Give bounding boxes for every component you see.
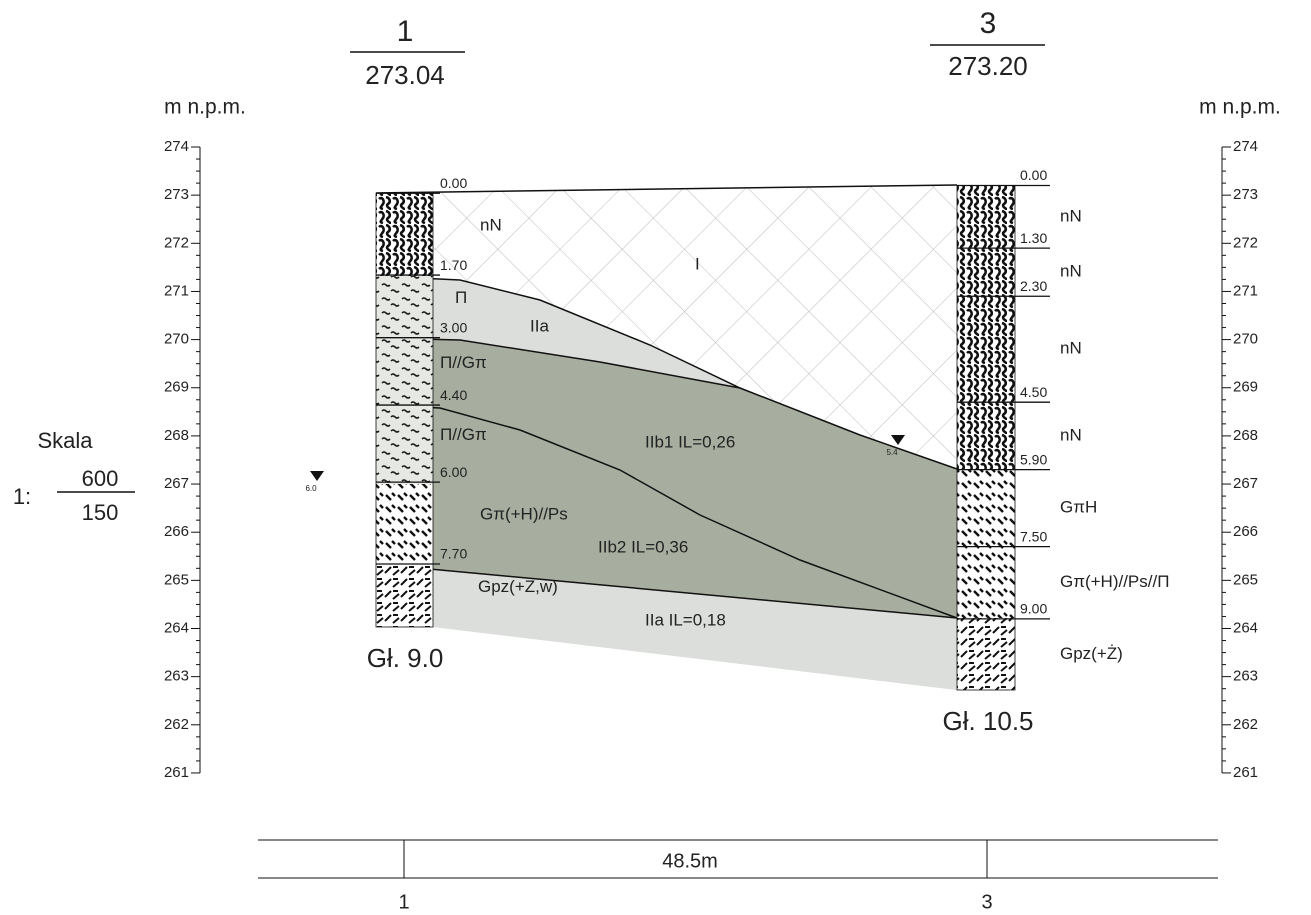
- water-table: [310, 471, 324, 481]
- boundary: [375, 275, 958, 470]
- soil-label: nN: [1060, 262, 1082, 281]
- depth-label: 5.90: [1020, 451, 1047, 467]
- layer-label: I: [695, 254, 700, 273]
- tick-label: 267: [1233, 475, 1258, 492]
- tick-label: 265: [1233, 571, 1258, 588]
- column-soil: [957, 618, 1015, 690]
- borehole-number: 3: [981, 891, 992, 913]
- water-table: [891, 435, 905, 445]
- scale-prefix: 1:: [13, 484, 31, 509]
- scale-vertical: 150: [82, 500, 119, 525]
- tick-label: 263: [1233, 668, 1258, 685]
- borehole-depth: Gł. 10.5: [942, 706, 1033, 736]
- tick-label: 271: [1233, 282, 1258, 299]
- axis-unit: m n.p.m.: [164, 96, 246, 119]
- tick-label: 264: [1233, 619, 1258, 636]
- borehole-depth: Gł. 9.0: [367, 643, 444, 673]
- tick-label: 264: [164, 619, 189, 636]
- layer-label: IIa: [530, 316, 549, 335]
- water-depth: 6.0: [305, 484, 317, 493]
- column-soil: [376, 276, 433, 484]
- axis-unit: m n.p.m.: [1199, 96, 1281, 119]
- layer-label: IIb1 IL=0,26: [645, 432, 735, 451]
- tick-label: 268: [1233, 427, 1258, 444]
- depth-label: 7.70: [440, 546, 467, 562]
- soil-label: Gπ(+H)//Ps: [480, 505, 568, 524]
- boundary: [375, 404, 958, 619]
- soil-label: Gpz(+Ż): [1060, 644, 1123, 663]
- water-depth: 5.4: [886, 448, 898, 457]
- borehole-elevation: 273.04: [365, 60, 445, 90]
- tick-label: 272: [1233, 234, 1258, 251]
- soil-label: Gπ(+H)//Ps//Π: [1060, 572, 1170, 591]
- layer-label: IIb2 IL=0,36: [598, 537, 688, 556]
- ground-line: [375, 184, 958, 194]
- layer-iib: [376, 338, 957, 618]
- column-soil: [376, 484, 433, 564]
- depth-label: 2.30: [1020, 278, 1047, 294]
- tick-label: 265: [164, 571, 189, 588]
- depth-label: 4.50: [1020, 384, 1047, 400]
- depth-label: 0.00: [440, 175, 467, 191]
- tick-label: 274: [164, 138, 189, 155]
- column-soil: [376, 193, 433, 276]
- depth-label: 0.00: [1020, 167, 1047, 183]
- scale-label: Skala: [37, 428, 93, 453]
- soil-label: nN: [1060, 339, 1082, 358]
- depth-label: 4.40: [440, 387, 467, 403]
- borehole-number: 3: [980, 7, 997, 40]
- scale-horizontal: 600: [82, 466, 119, 491]
- tick-label: 261: [1233, 764, 1258, 781]
- tick-label: 274: [1233, 138, 1258, 155]
- column-soil: [957, 185, 1015, 469]
- borehole-number: 1: [398, 891, 409, 913]
- soil-label: nN: [1060, 206, 1082, 225]
- tick-label: 273: [1233, 186, 1258, 203]
- tick-label: 270: [164, 331, 189, 348]
- layer-iia: [376, 276, 740, 388]
- tick-label: 271: [164, 282, 189, 299]
- layer-i: [376, 185, 957, 469]
- tick-label: 273: [164, 186, 189, 203]
- boundary: [375, 563, 958, 619]
- distance-label: 48.5m: [662, 850, 718, 872]
- tick-label: 262: [164, 716, 189, 733]
- soil-label: Π//Gπ: [440, 353, 487, 372]
- tick-label: 269: [1233, 379, 1258, 396]
- soil-label: nN: [480, 216, 502, 235]
- soil-label: Π//Gπ: [440, 425, 487, 444]
- layer-label: IIa IL=0,18: [645, 610, 726, 629]
- tick-label: 272: [164, 234, 189, 251]
- column-outline: [375, 192, 434, 628]
- column-outline: [956, 185, 1016, 691]
- tick-label: 266: [1233, 523, 1258, 540]
- depth-label: 7.50: [1020, 528, 1047, 544]
- soil-label: GπH: [1060, 498, 1097, 517]
- tick-label: 262: [1233, 716, 1258, 733]
- borehole-number: 1: [397, 15, 414, 48]
- layer-iia-lower: [376, 564, 957, 690]
- depth-label: 1.30: [1020, 230, 1047, 246]
- tick-label: 266: [164, 523, 189, 540]
- soil-label: nN: [1060, 425, 1082, 444]
- depth-label: 1.70: [440, 257, 467, 273]
- tick-label: 263: [164, 668, 189, 685]
- tick-label: 267: [164, 475, 189, 492]
- depth-label: 6.00: [440, 464, 467, 480]
- soil-label: Π: [455, 288, 467, 307]
- tick-label: 268: [164, 427, 189, 444]
- soil-label: Gpz(+Ż,w): [478, 577, 558, 596]
- column-soil: [957, 469, 1015, 618]
- tick-label: 270: [1233, 331, 1258, 348]
- tick-label: 261: [164, 764, 189, 781]
- depth-label: 3.00: [440, 319, 467, 335]
- tick-label: 269: [164, 379, 189, 396]
- borehole-elevation: 273.20: [948, 51, 1028, 81]
- depth-label: 9.00: [1020, 601, 1047, 617]
- column-soil: [376, 564, 433, 627]
